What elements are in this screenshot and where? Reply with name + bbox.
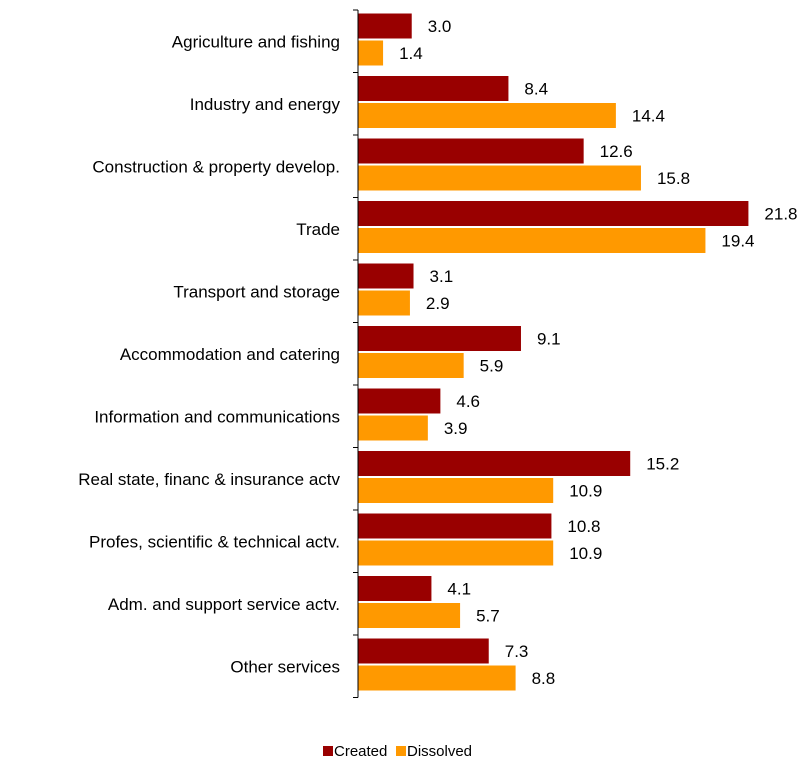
- created-value-label: 15.2: [646, 455, 679, 474]
- category-label: Trade: [296, 220, 340, 239]
- category-labels: Agriculture and fishing Industry and ener…: [78, 32, 340, 676]
- dissolved-bar: [358, 603, 461, 628]
- category-label: Real state, financ & insurance actv: [78, 470, 340, 489]
- legend: Created Dissolved: [323, 743, 472, 760]
- created-value-label: 8.4: [524, 80, 548, 99]
- category-label: Profes, scientific & technical actv.: [89, 532, 340, 551]
- dissolved-value-label: 2.9: [426, 294, 450, 313]
- created-bar: [358, 138, 584, 164]
- category-axis: [353, 9, 359, 698]
- value-labels: 3.0 1.4 8.4 14.4 12.6 15.8 21.8 19.4 3.1 2.9 9.1 5.…: [399, 17, 797, 688]
- created-value-label: 10.8: [567, 517, 600, 536]
- dissolved-bar: [358, 40, 384, 66]
- dissolved-value-label: 8.8: [532, 669, 556, 688]
- created-value-label: 3.1: [430, 267, 454, 286]
- created-bar: [358, 201, 749, 226]
- created-bar: [358, 263, 414, 289]
- dissolved-value-label: 19.4: [721, 232, 754, 251]
- dissolved-bar: [358, 290, 410, 316]
- created-value-label: 4.1: [447, 580, 471, 599]
- dissolved-bar: [358, 103, 616, 128]
- dissolved-bar: [358, 540, 554, 566]
- dissolved-value-label: 15.8: [657, 169, 690, 188]
- dissolved-legend-swatch: [396, 746, 406, 756]
- dissolved-value-label: 1.4: [399, 44, 423, 63]
- dissolved-legend-label: Dissolved: [407, 743, 472, 760]
- created-value-label: 21.8: [764, 205, 797, 224]
- dissolved-value-label: 10.9: [569, 482, 602, 501]
- dissolved-value-label: 14.4: [632, 107, 665, 126]
- created-value-label: 7.3: [505, 642, 529, 661]
- created-bar: [358, 638, 489, 664]
- category-label: Industry and energy: [190, 95, 341, 114]
- dissolved-bar: [358, 353, 464, 378]
- created-value-label: 4.6: [456, 392, 480, 411]
- category-label: Transport and storage: [173, 282, 340, 301]
- created-value-label: 3.0: [428, 17, 452, 36]
- dissolved-bar: [358, 165, 641, 191]
- category-label: Adm. and support service actv.: [108, 595, 340, 614]
- category-label: Other services: [230, 657, 340, 676]
- bars-layer: [358, 13, 749, 691]
- created-value-label: 12.6: [600, 142, 633, 161]
- category-label: Agriculture and fishing: [172, 32, 340, 51]
- dissolved-bar: [358, 228, 706, 253]
- dissolved-bar: [358, 415, 428, 441]
- dissolved-value-label: 10.9: [569, 544, 602, 563]
- dissolved-value-label: 5.7: [476, 607, 500, 626]
- dissolved-value-label: 3.9: [444, 419, 468, 438]
- created-bar: [358, 451, 631, 476]
- category-label: Accommodation and catering: [120, 345, 340, 364]
- created-bar: [358, 76, 509, 101]
- dissolved-bar: [358, 665, 516, 691]
- category-label: Construction & property develop.: [92, 157, 340, 176]
- created-legend-label: Created: [334, 743, 387, 760]
- dissolved-value-label: 5.9: [480, 357, 504, 376]
- created-value-label: 9.1: [537, 330, 561, 349]
- created-bar: [358, 513, 552, 539]
- category-label: Information and communications: [94, 407, 340, 426]
- dissolved-bar: [358, 478, 554, 503]
- created-legend-swatch: [323, 746, 333, 756]
- created-bar: [358, 576, 432, 601]
- created-bar: [358, 13, 412, 39]
- created-bar: [358, 388, 441, 414]
- created-bar: [358, 326, 521, 351]
